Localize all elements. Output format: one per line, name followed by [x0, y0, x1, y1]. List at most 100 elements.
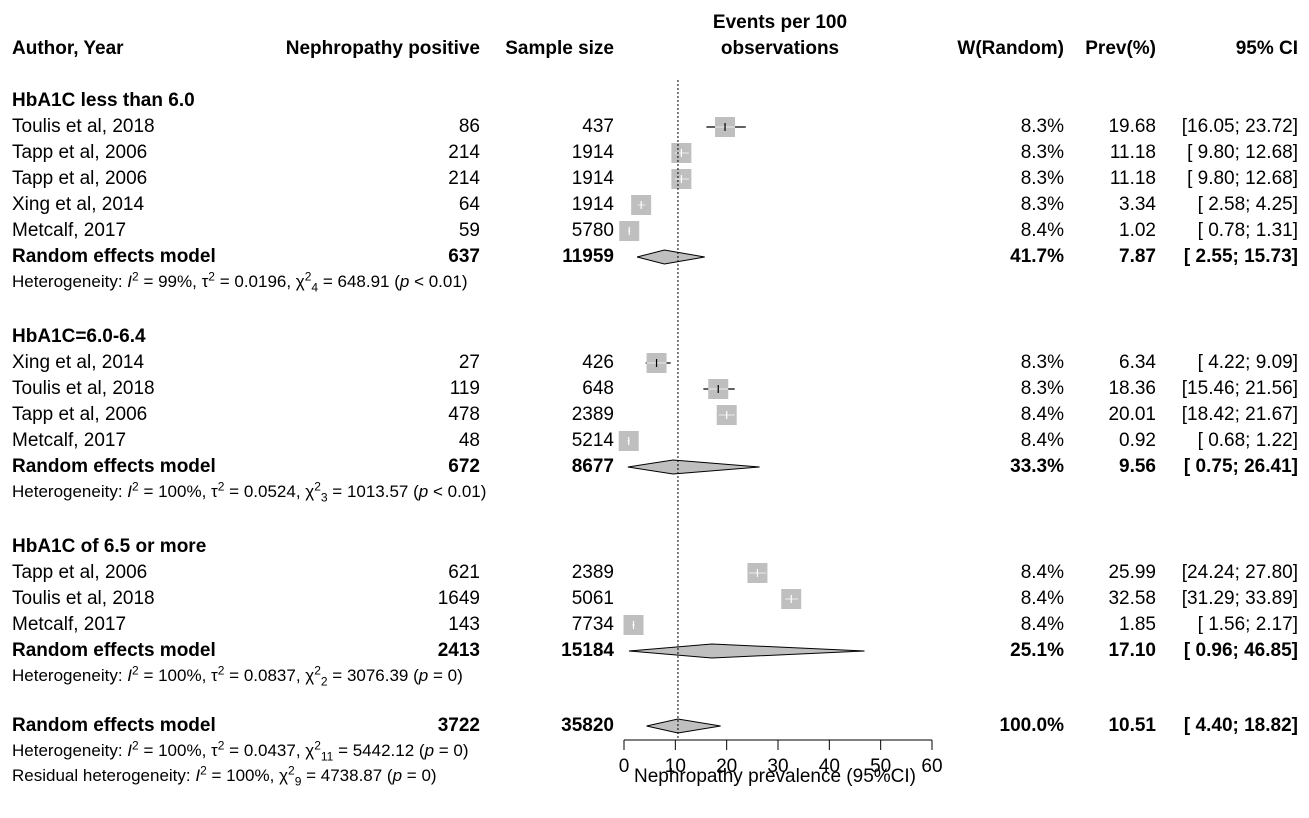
- study-row-prev: 1.85: [1119, 614, 1156, 635]
- study-row-weight: 8.4%: [1020, 430, 1064, 451]
- study-row-author: Metcalf, 2017: [12, 220, 127, 241]
- x-tick-label: 50: [870, 756, 891, 777]
- header-ci: 95% CI: [1235, 38, 1298, 59]
- subgroup-heterogeneity-part: 648.91: [337, 272, 390, 291]
- overall-model-row-positive: 3722: [437, 715, 480, 736]
- header-nephropathy-positive: Nephropathy positive: [285, 38, 480, 59]
- header-author: Author, Year: [12, 38, 124, 59]
- overall-heterogeneity-part: 11: [320, 749, 334, 764]
- x-tick-label: 60: [921, 756, 942, 777]
- study-row-sample: 426: [582, 352, 614, 373]
- subgroup-heterogeneity-part: 2: [320, 674, 328, 689]
- subgroup-heterogeneity-part: 100%: [158, 482, 202, 501]
- study-row-positive: 48: [458, 430, 480, 451]
- pooled-diamond: [636, 249, 705, 265]
- study-row-ci: [ 9.80; 12.68]: [1187, 168, 1298, 189]
- subgroup-model-row-ci: [ 2.55; 15.73]: [1183, 246, 1298, 267]
- subgroup-heterogeneity-part: Heterogeneity:: [12, 666, 128, 685]
- subgroup-heterogeneity-part: 3: [320, 490, 328, 505]
- study-row-positive: 214: [448, 142, 480, 163]
- study-row-prev: 11.18: [1109, 168, 1156, 189]
- subgroup-model-row-author: Random effects model: [12, 246, 216, 267]
- study-row-sample: 1914: [571, 194, 614, 215]
- overall-model-row-ci: [ 4.40; 18.82]: [1183, 715, 1298, 736]
- overall-heterogeneity-part: = 0: [438, 741, 463, 760]
- subgroup-model-row-author: Random effects model: [12, 640, 216, 661]
- study-row-author: Metcalf, 2017: [12, 614, 127, 635]
- x-tick-label: 20: [716, 756, 737, 777]
- subgroup-heterogeneity: Heterogeneity: I2 = 100%, τ2 = 0.0837, χ…: [12, 663, 463, 689]
- subgroup-model-row-positive: 672: [448, 456, 480, 477]
- study-row-weight: 8.4%: [1020, 562, 1064, 583]
- subgroup-heterogeneity: Heterogeneity: I2 = 99%, τ2 = 0.0196, χ2…: [12, 269, 468, 295]
- subgroup-model-row-ci: [ 0.96; 46.85]: [1183, 640, 1298, 661]
- study-row-prev: 18.36: [1108, 378, 1156, 399]
- residual-heterogeneity: Residual heterogeneity: I2 = 100%, χ29 =…: [12, 763, 437, 789]
- residual-heterogeneity-part: Residual heterogeneity:: [12, 766, 196, 785]
- study-row-prev: 1.02: [1119, 220, 1156, 241]
- study-row-author: Tapp et al, 2006: [12, 404, 148, 425]
- study-row-weight: 8.3%: [1020, 116, 1064, 137]
- x-tick-label: 10: [665, 756, 686, 777]
- study-row-sample: 1914: [571, 142, 614, 163]
- study-row-author: Xing et al, 2014: [12, 194, 145, 215]
- study-row-sample: 437: [582, 116, 614, 137]
- study-row-weight: 8.3%: [1020, 352, 1064, 373]
- subgroup-model-row-sample: 11959: [562, 246, 614, 267]
- study-row-weight: 8.4%: [1020, 614, 1064, 635]
- residual-heterogeneity-part: = 0: [406, 766, 431, 785]
- subgroup-model-row-ci: [ 0.75; 26.41]: [1183, 456, 1298, 477]
- subgroup-model-row-positive: 637: [448, 246, 480, 267]
- study-row-positive: 621: [448, 562, 480, 583]
- subgroup-model-row-weight: 25.1%: [1010, 640, 1064, 661]
- header-events-line1: Events per 100: [712, 12, 848, 33]
- study-row-positive: 1649: [437, 588, 480, 609]
- subgroup-heterogeneity-part: = 0: [432, 666, 458, 685]
- residual-heterogeneity-part: 100%: [226, 766, 270, 785]
- study-row-ci: [24.24; 27.80]: [1181, 562, 1298, 583]
- study-row-author: Toulis et al, 2018: [12, 116, 155, 137]
- subgroup-heterogeneity-part: Heterogeneity:: [12, 482, 128, 501]
- study-row-weight: 8.4%: [1020, 404, 1064, 425]
- study-row-author: Toulis et al, 2018: [12, 378, 155, 399]
- subgroup-model-row-sample: 15184: [561, 640, 614, 661]
- study-row-ci: [15.46; 21.56]: [1181, 378, 1298, 399]
- study-row-ci: [ 2.58; 4.25]: [1197, 194, 1298, 215]
- study-row-author: Toulis et al, 2018: [12, 588, 155, 609]
- study-row-author: Metcalf, 2017: [12, 430, 127, 451]
- subgroup-heterogeneity-part: Heterogeneity:: [12, 272, 128, 291]
- header-prev: Prev(%): [1085, 38, 1156, 59]
- subgroup-model-row-author: Random effects model: [12, 456, 216, 477]
- overall-heterogeneity-part: 100%: [158, 741, 202, 760]
- study-row-ci: [ 0.78; 1.31]: [1197, 220, 1298, 241]
- x-tick-label: 30: [767, 756, 788, 777]
- study-row-sample: 2389: [571, 562, 614, 583]
- overall-heterogeneity: Heterogeneity: I2 = 100%, τ2 = 0.0437, χ…: [12, 738, 469, 764]
- study-row-weight: 8.4%: [1020, 220, 1064, 241]
- study-row-positive: 59: [458, 220, 480, 241]
- study-row-positive: 478: [448, 404, 480, 425]
- subgroup-heterogeneity: Heterogeneity: I2 = 100%, τ2 = 0.0524, χ…: [12, 479, 487, 505]
- study-row-sample: 5061: [571, 588, 614, 609]
- overall-heterogeneity-part: 5442.12: [352, 741, 415, 760]
- study-row-ci: [ 4.22; 9.09]: [1197, 352, 1298, 373]
- study-row-positive: 64: [458, 194, 480, 215]
- subgroup-heterogeneity-part: < 0.01: [432, 482, 481, 501]
- study-row-prev: 3.34: [1119, 194, 1156, 215]
- subgroup-title: HbA1C of 6.5 or more: [12, 536, 207, 557]
- study-row-prev: 20.01: [1108, 404, 1156, 425]
- residual-heterogeneity-part: 9: [294, 774, 302, 789]
- study-row-prev: 0.92: [1119, 430, 1156, 451]
- pooled-diamond: [646, 718, 721, 734]
- subgroup-model-row-prev: 17.10: [1108, 640, 1156, 661]
- study-row-weight: 8.3%: [1020, 194, 1064, 215]
- subgroup-heterogeneity-part: 0.0196: [234, 272, 287, 291]
- study-row-prev: 19.68: [1108, 116, 1156, 137]
- subgroup-heterogeneity-part: 100%: [158, 666, 202, 685]
- study-row-ci: [18.42; 21.67]: [1181, 404, 1298, 425]
- study-row-weight: 8.3%: [1020, 142, 1064, 163]
- subgroup-heterogeneity-part: 4: [311, 280, 319, 295]
- study-row-sample: 2389: [571, 404, 614, 425]
- overall-heterogeneity-part: Heterogeneity:: [12, 741, 128, 760]
- subgroup-heterogeneity-part: 99%: [158, 272, 193, 291]
